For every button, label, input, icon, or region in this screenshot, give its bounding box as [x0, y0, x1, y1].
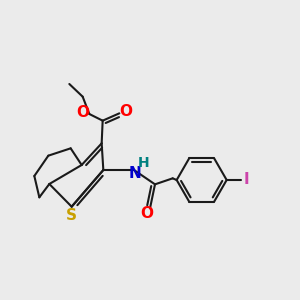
Text: I: I: [244, 172, 250, 188]
Text: O: O: [76, 105, 89, 120]
Text: H: H: [137, 156, 149, 170]
Text: S: S: [66, 208, 77, 223]
Text: O: O: [140, 206, 153, 221]
Text: O: O: [119, 104, 133, 119]
Text: N: N: [128, 166, 141, 181]
